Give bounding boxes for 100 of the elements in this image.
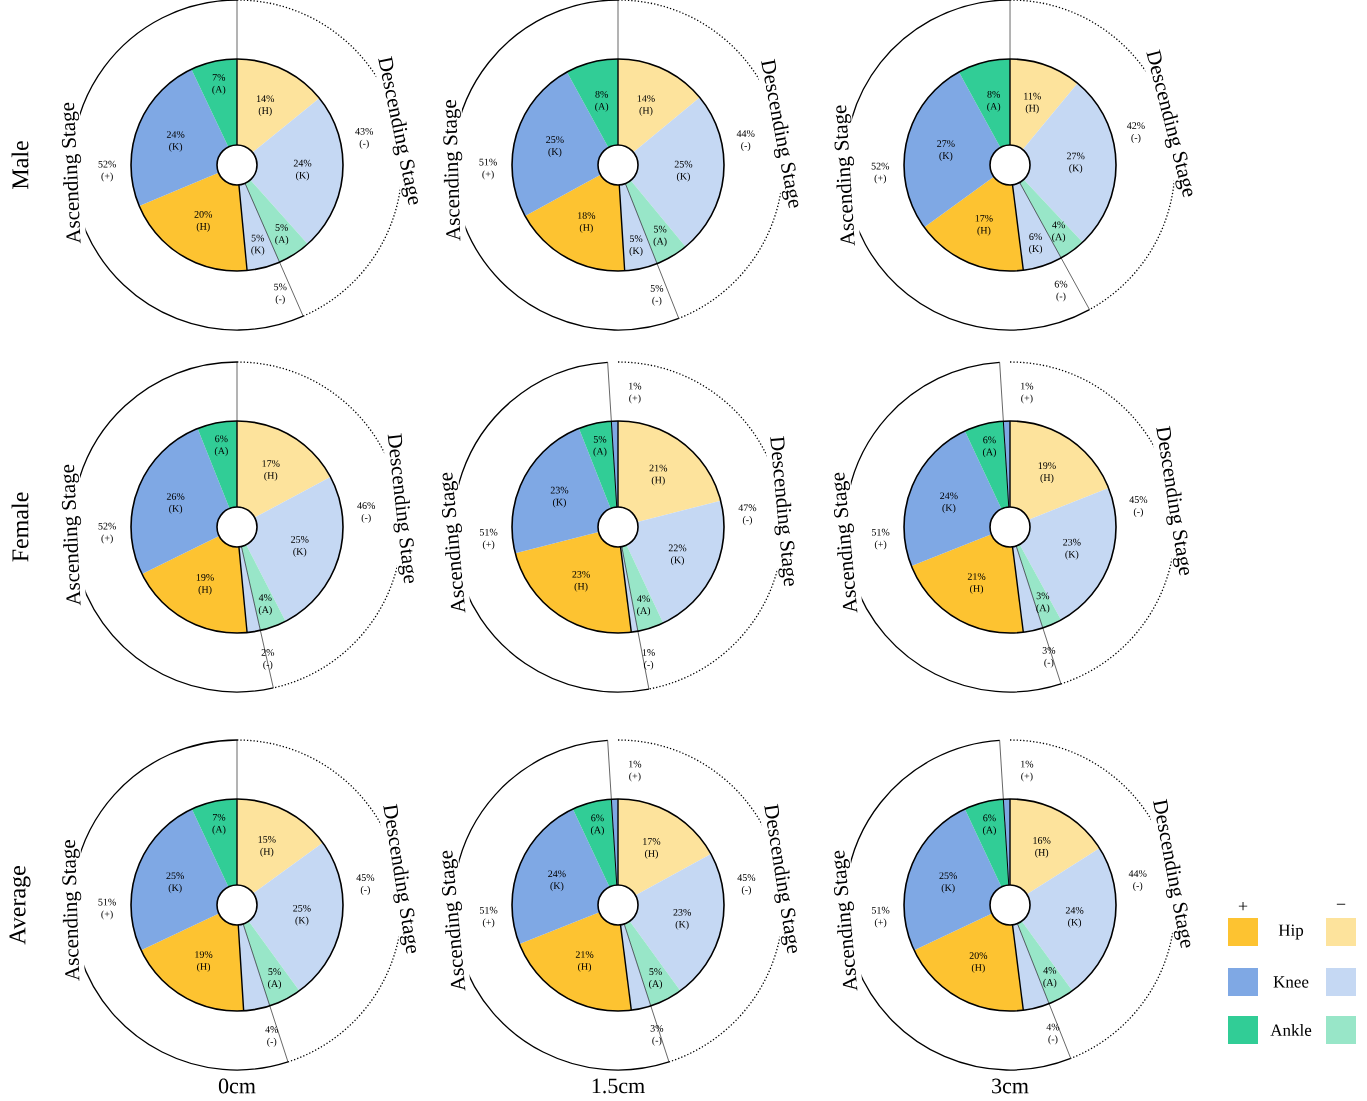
data-label: 4% bbox=[1043, 967, 1057, 974]
text: Ascending Stage bbox=[443, 100, 463, 241]
slice-label: (K) bbox=[942, 504, 956, 514]
text: Ascending Stage bbox=[833, 850, 858, 991]
data-label: 4% bbox=[1052, 221, 1065, 229]
text: − bbox=[1336, 903, 1346, 905]
slice-label: (A) bbox=[595, 102, 609, 112]
data-label: 24% bbox=[293, 159, 312, 167]
slice-label: (H) bbox=[198, 585, 212, 595]
slice-label: (A) bbox=[212, 825, 226, 835]
text: Ascending Stage bbox=[62, 840, 82, 981]
data-label: 25% bbox=[674, 160, 693, 168]
text: 3% (-) bbox=[650, 1024, 664, 1046]
text: 52% (+) bbox=[871, 162, 890, 184]
data-label: 19% bbox=[196, 574, 214, 581]
data-label: 8% bbox=[987, 90, 1001, 98]
slice-label: (A) bbox=[987, 102, 1001, 112]
data-label: 17% bbox=[643, 838, 661, 845]
text: 46% (-) bbox=[357, 502, 376, 523]
slice-label: (A) bbox=[590, 826, 604, 836]
data-label: 23% bbox=[572, 570, 590, 578]
data-label: 25% bbox=[293, 904, 311, 912]
text: Ascending Stage bbox=[441, 850, 466, 991]
slice-label: (H) bbox=[1025, 104, 1039, 114]
text: 3% (-) bbox=[1042, 646, 1056, 668]
data-label: 26% bbox=[166, 493, 185, 500]
data-label: 6% bbox=[591, 814, 604, 822]
slice-label: (A) bbox=[268, 979, 282, 990]
text: 1% (+) bbox=[629, 382, 642, 404]
data-label: 22% bbox=[668, 544, 687, 552]
data-label: 27% bbox=[937, 140, 955, 148]
data-label: 25% bbox=[166, 872, 185, 880]
slice-label: (K) bbox=[629, 246, 643, 257]
text: 1% (-) bbox=[642, 649, 655, 670]
slice-label: (K) bbox=[169, 142, 183, 152]
data-label: 15% bbox=[258, 836, 276, 843]
slice-label: (H) bbox=[197, 962, 211, 972]
text: Ankle bbox=[1270, 1024, 1312, 1036]
data-label: 5% bbox=[654, 225, 667, 233]
data-label: 21% bbox=[967, 573, 986, 580]
slice-label: (K) bbox=[675, 920, 689, 930]
slice-label: (K) bbox=[550, 882, 564, 892]
data-label: 17% bbox=[975, 214, 993, 222]
slice-label: (K) bbox=[548, 147, 562, 158]
text: 51% (+) bbox=[872, 528, 890, 550]
text: 52% (+) bbox=[98, 160, 116, 182]
text: Hip bbox=[1278, 924, 1304, 940]
text: Descending Stage bbox=[378, 56, 418, 205]
data-label: 24% bbox=[548, 870, 566, 878]
data-label: 5% bbox=[649, 968, 662, 976]
data-label: 5% bbox=[629, 235, 643, 243]
slice-label: (K) bbox=[168, 884, 182, 894]
data-label: 25% bbox=[939, 872, 958, 880]
text: 2% (-) bbox=[261, 649, 275, 670]
slice-label: (H) bbox=[651, 476, 665, 486]
data-label: 23% bbox=[1063, 538, 1081, 546]
text: Average bbox=[9, 866, 31, 945]
slice-label: (A) bbox=[982, 448, 996, 458]
slice-label: (K) bbox=[676, 172, 690, 182]
data-label: 5% bbox=[268, 968, 281, 976]
text: Female bbox=[11, 492, 29, 562]
slice-label: (H) bbox=[1035, 848, 1049, 858]
data-label: 7% bbox=[212, 73, 226, 81]
text: 1.5cm bbox=[592, 1078, 645, 1094]
text: 51% (+) bbox=[480, 906, 498, 928]
slice-label: (H) bbox=[196, 222, 210, 232]
slice-label: (H) bbox=[639, 106, 653, 116]
data-label: 14% bbox=[256, 95, 275, 103]
text: 1% (+) bbox=[1021, 382, 1034, 404]
data-label: 24% bbox=[1065, 906, 1084, 914]
slice-label: (A) bbox=[275, 235, 289, 245]
data-label: 17% bbox=[262, 460, 280, 467]
slice-label: (K) bbox=[1069, 164, 1083, 174]
slice-label: (K) bbox=[939, 151, 953, 162]
text: 45% (-) bbox=[1129, 496, 1148, 518]
slice-label: (A) bbox=[258, 606, 272, 616]
text: Descending Stage bbox=[770, 436, 795, 586]
data-label: 7% bbox=[212, 813, 226, 821]
data-label: 5% bbox=[275, 224, 289, 231]
data-label: 19% bbox=[195, 951, 213, 958]
text: 52% (+) bbox=[98, 522, 116, 544]
data-label: 16% bbox=[1033, 837, 1051, 844]
text: 6% (-) bbox=[1054, 280, 1068, 302]
slice-label: (H) bbox=[977, 226, 991, 236]
text: 4% (-) bbox=[1046, 1023, 1060, 1045]
data-label: 18% bbox=[578, 212, 596, 219]
data-label: 25% bbox=[546, 136, 564, 144]
data-label: 14% bbox=[637, 95, 655, 102]
text: 45% (-) bbox=[356, 874, 375, 896]
text: Ascending Stage bbox=[441, 472, 466, 613]
slice-label: (H) bbox=[971, 963, 985, 973]
slice-label: (H) bbox=[644, 849, 658, 859]
text: 44% (-) bbox=[736, 130, 755, 152]
data-label: 6% bbox=[983, 814, 996, 822]
slice-label: (A) bbox=[593, 447, 607, 457]
slice-label: (K) bbox=[1065, 550, 1079, 560]
text: 5% (-) bbox=[274, 283, 287, 305]
text: Ascending Stage bbox=[833, 472, 858, 613]
text: Descending Stage bbox=[761, 58, 799, 208]
data-label: 24% bbox=[166, 131, 185, 138]
